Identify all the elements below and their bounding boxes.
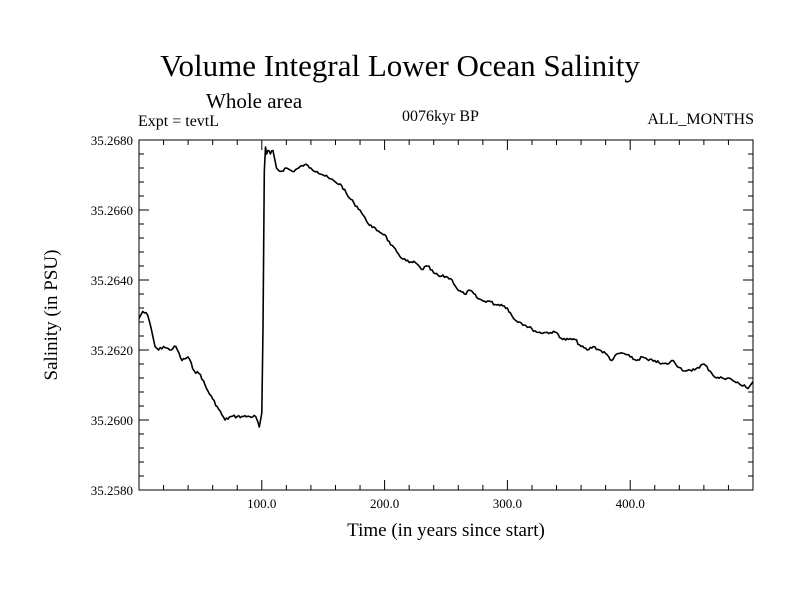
x-tick-label: 100.0 [247, 496, 276, 511]
months-label: ALL_MONTHS [647, 111, 754, 128]
y-tick-label: 35.2660 [91, 203, 133, 218]
y-axis-label: Salinity (in PSU) [41, 249, 62, 381]
x-tick-label: 400.0 [616, 496, 645, 511]
tick-labels: 100.0 200.0 300.0 400.0 35.2580 35.2600 35.262… [91, 133, 645, 511]
y-tick-label: 35.2600 [91, 413, 133, 428]
x-tick-label: 200.0 [370, 496, 399, 511]
x-tick-label: 300.0 [493, 496, 522, 511]
y-tick-label: 35.2580 [91, 483, 133, 498]
tick-marks [139, 140, 753, 490]
plot-frame [138, 139, 754, 491]
chart-subtitle: Whole area [206, 89, 303, 113]
experiment-label: Expt = tevtL [138, 113, 220, 130]
y-tick-label: 35.2680 [91, 133, 133, 148]
y-tick-label: 35.2620 [91, 343, 133, 358]
chart-title: Volume Integral Lower Ocean Salinity [160, 48, 640, 83]
x-axis-label: Time (in years since start) [347, 520, 545, 541]
salinity-series-line [138, 146, 754, 428]
period-label: 0076kyr BP [402, 108, 479, 125]
y-tick-label: 35.2640 [91, 273, 133, 288]
